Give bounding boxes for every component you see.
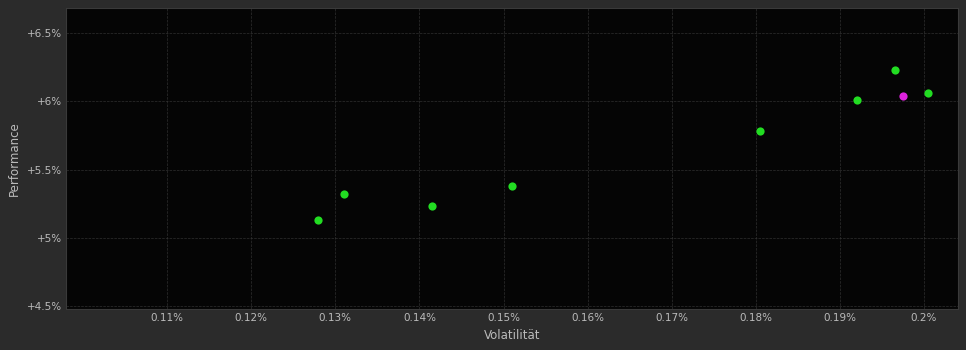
Point — [336, 191, 352, 197]
Point — [887, 67, 902, 72]
X-axis label: Volatilität: Volatilität — [484, 329, 540, 342]
Point — [895, 93, 911, 99]
Point — [311, 217, 327, 223]
Point — [849, 97, 865, 103]
Point — [921, 90, 936, 96]
Point — [753, 128, 768, 134]
Point — [424, 204, 440, 209]
Y-axis label: Performance: Performance — [9, 121, 21, 196]
Point — [504, 183, 520, 189]
